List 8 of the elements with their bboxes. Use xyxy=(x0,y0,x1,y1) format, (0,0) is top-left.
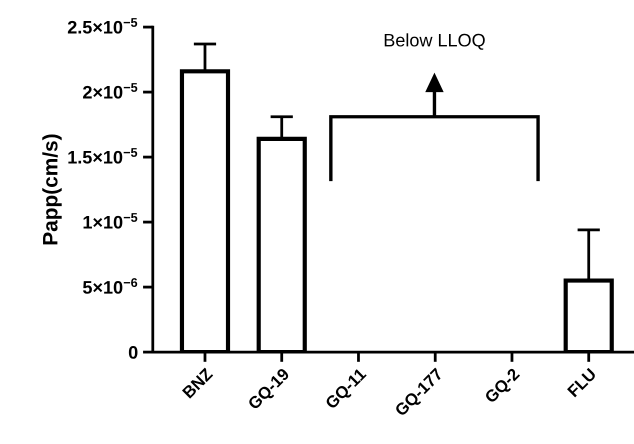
y-tick-label: 0 xyxy=(128,346,138,359)
y-axis-title: Papp(cm/s) xyxy=(42,134,62,244)
y-tick-label: 2.5×10$^{−5}$ xyxy=(68,18,138,34)
annotation: Below LLOQ xyxy=(384,33,485,50)
y-tick-label: 5×10$^{−6}$ xyxy=(82,278,138,294)
y-tick-label: 2×10$^{−5}$ xyxy=(83,83,138,99)
y-tick-label: 1×10$^{−5}$ xyxy=(84,213,138,229)
y-tick-label: 1.5×10$^{−5}$ xyxy=(68,148,138,164)
